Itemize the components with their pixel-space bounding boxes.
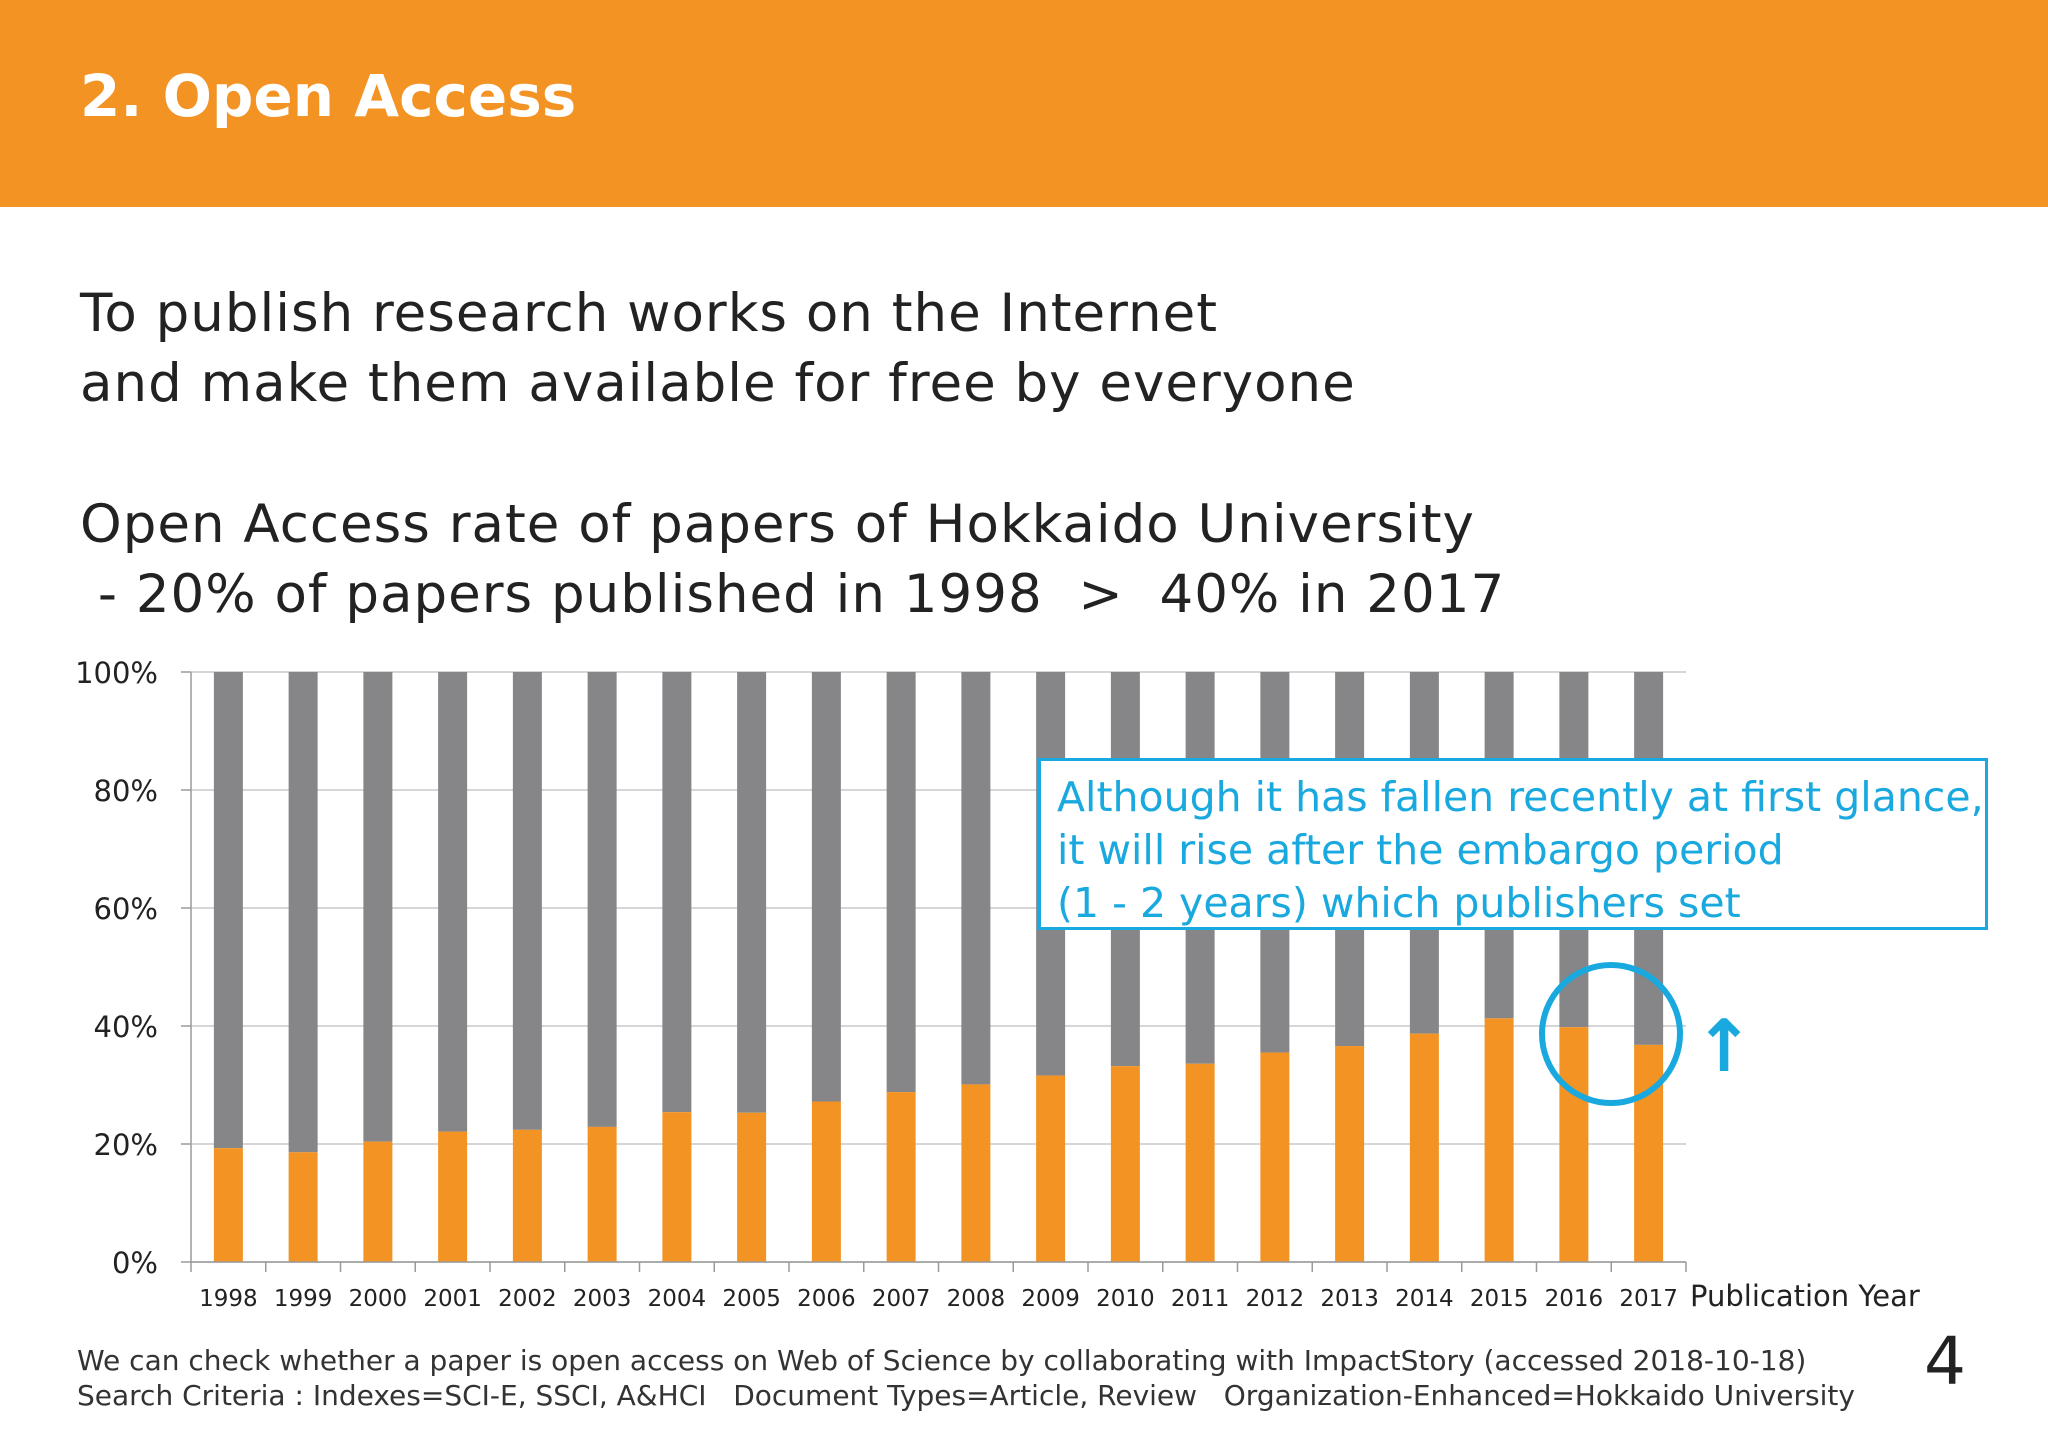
bar-open-access-2001	[438, 1131, 468, 1262]
bar-open-access-2011	[1185, 1063, 1215, 1262]
bar-not-open-access-1999	[288, 672, 318, 1153]
definition-line-2: and make them available for free by ever…	[80, 353, 1356, 414]
bar-not-open-access-2002	[512, 672, 542, 1130]
x-tick-label: 2015	[1470, 1286, 1529, 1312]
bar-open-access-2007	[886, 1092, 916, 1262]
search-criteria-note: Search Criteria : Indexes=SCI-E, SSCI, A…	[77, 1379, 1855, 1412]
x-tick-label: 1998	[199, 1286, 258, 1312]
bar-open-access-2013	[1335, 1046, 1365, 1262]
bar-not-open-access-2001	[438, 672, 468, 1132]
highlight-circle	[1539, 962, 1683, 1106]
bar-open-access-1998	[213, 1148, 243, 1262]
bar-open-access-2009	[1036, 1075, 1066, 1262]
callout-line-1: Although it has fallen recently at first…	[1057, 773, 1984, 821]
x-tick-label: 2000	[349, 1286, 408, 1312]
y-tick-label: 40%	[94, 1010, 158, 1044]
bar-not-open-access-2007	[886, 672, 916, 1093]
bar-open-access-2017	[1634, 1044, 1664, 1262]
y-tick-label: 100%	[75, 656, 158, 690]
bar-not-open-access-2003	[587, 672, 617, 1127]
definition-line-1: To publish research works on the Interne…	[80, 283, 1219, 344]
header-bar: 2. Open Access	[0, 0, 2048, 207]
bar-not-open-access-2000	[363, 672, 393, 1142]
x-tick-label: 2007	[872, 1286, 931, 1312]
x-axis-title: Publication Year	[1690, 1279, 1920, 1313]
slide-title: 2. Open Access	[80, 62, 577, 130]
y-tick-label: 0%	[112, 1246, 158, 1280]
rate-line-2: - 20% of papers published in 1998 > 40% …	[80, 564, 1506, 625]
x-tick-label: 2005	[722, 1286, 781, 1312]
x-tick-label: 2009	[1021, 1286, 1080, 1312]
x-tick-label: 2012	[1246, 1286, 1305, 1312]
page-number: 4	[1924, 1323, 1966, 1400]
rate-line-1: Open Access rate of papers of Hokkaido U…	[80, 494, 1475, 555]
bar-not-open-access-2005	[737, 672, 767, 1113]
x-tick-label: 2004	[648, 1286, 707, 1312]
y-tick-label: 80%	[94, 774, 158, 808]
y-tick-label: 20%	[94, 1128, 158, 1162]
callout-line-3: (1 - 2 years) which publishers set	[1057, 879, 1741, 927]
x-tick-label: 2010	[1096, 1286, 1155, 1312]
bar-open-access-2014	[1409, 1033, 1439, 1262]
bar-open-access-2006	[811, 1101, 841, 1262]
source-note: We can check whether a paper is open acc…	[77, 1344, 1807, 1377]
x-tick-label: 2016	[1545, 1286, 1604, 1312]
callout-line-2: it will rise after the embargo period	[1057, 826, 1784, 874]
bar-not-open-access-2004	[662, 672, 692, 1113]
x-tick-label: 2011	[1171, 1286, 1230, 1312]
x-tick-label: 1999	[274, 1286, 333, 1312]
x-tick-label: 2006	[797, 1286, 856, 1312]
axes: 0% 20% 40% 60% 80% 100% 1998 1999 2000 2001 2002 20…	[75, 656, 1920, 1313]
bar-open-access-1999	[288, 1152, 318, 1262]
x-tick-label: 2017	[1619, 1286, 1678, 1312]
open-access-chart: 0% 20% 40% 60% 80% 100% 1998 1999 2000 2001 2002 20…	[75, 656, 1920, 1313]
bar-open-access-2008	[961, 1084, 991, 1262]
bar-open-access-2015	[1484, 1018, 1514, 1262]
x-tick-label: 2014	[1395, 1286, 1454, 1312]
bar-open-access-2010	[1110, 1066, 1140, 1262]
x-tick-label: 2001	[423, 1286, 482, 1312]
x-tick-label: 2013	[1320, 1286, 1379, 1312]
bar-open-access-2002	[512, 1129, 542, 1262]
x-tick-label: 2002	[498, 1286, 557, 1312]
bar-open-access-2000	[363, 1141, 393, 1262]
bar-not-open-access-2008	[961, 672, 991, 1085]
bar-open-access-2004	[662, 1112, 692, 1262]
bar-not-open-access-2006	[811, 672, 841, 1102]
bar-open-access-2005	[737, 1112, 767, 1262]
embargo-callout: Although it has fallen recently at first…	[1038, 758, 1988, 930]
bar-open-access-2016	[1559, 1027, 1589, 1262]
x-tick-label: 2008	[947, 1286, 1006, 1312]
y-tick-label: 60%	[94, 892, 158, 926]
bar-open-access-2012	[1260, 1052, 1290, 1262]
x-tick-label: 2003	[573, 1286, 632, 1312]
bar-not-open-access-1998	[213, 672, 243, 1149]
bar-open-access-2003	[587, 1126, 617, 1262]
up-arrow-icon: ↑	[1694, 1004, 1754, 1088]
